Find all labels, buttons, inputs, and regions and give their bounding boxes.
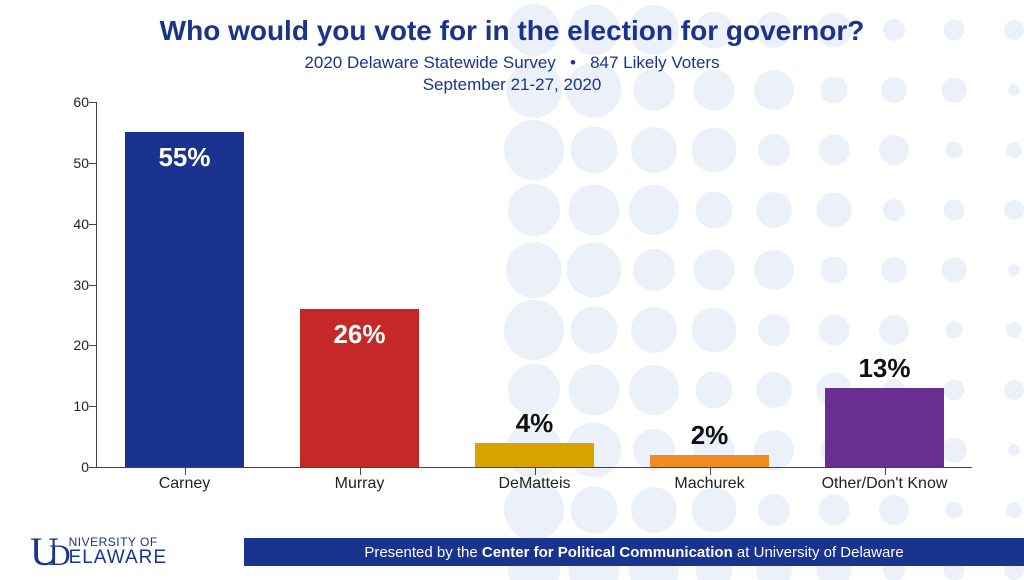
bar-value-label: 2% <box>650 420 769 451</box>
y-tick-label: 0 <box>61 459 89 475</box>
chart-subtitle-line1: 2020 Delaware Statewide Survey • 847 Lik… <box>0 53 1024 73</box>
bar-value-label: 13% <box>825 353 944 384</box>
y-tick-label: 40 <box>61 216 89 232</box>
footer-prefix: Presented by the <box>364 544 482 561</box>
bar: 55% <box>125 132 244 467</box>
plot-area: 010203040506055%Carney26%Murray4%DeMatte… <box>96 102 972 468</box>
bar-value-label: 4% <box>475 408 594 439</box>
x-tick <box>185 467 187 475</box>
x-tick <box>535 467 537 475</box>
y-tick <box>89 224 97 225</box>
y-tick <box>89 102 97 103</box>
footer-suffix: at University of Delaware <box>733 544 904 561</box>
bar: 26% <box>300 309 419 467</box>
subtitle-survey: 2020 Delaware Statewide Survey <box>304 53 555 72</box>
y-tick <box>89 285 97 286</box>
footer-bar: Presented by the Center for Political Co… <box>244 538 1024 566</box>
y-tick-label: 20 <box>61 337 89 353</box>
logo-line2: ELAWARE <box>69 548 168 567</box>
bar: 13% <box>825 388 944 467</box>
logo-text: NIVERSITY OF ELAWARE <box>69 536 168 567</box>
university-logo: UD NIVERSITY OF ELAWARE <box>30 532 167 572</box>
y-tick-label: 60 <box>61 94 89 110</box>
logo-mark: UD <box>30 532 71 572</box>
y-tick-label: 10 <box>61 398 89 414</box>
x-category-label: Other/Don't Know <box>797 475 972 493</box>
bar-value-label: 26% <box>300 319 419 350</box>
y-tick <box>89 345 97 346</box>
x-tick <box>885 467 887 475</box>
y-tick <box>89 406 97 407</box>
title-block: Who would you vote for in the election f… <box>0 0 1024 96</box>
y-tick <box>89 467 97 468</box>
y-tick <box>89 163 97 164</box>
x-tick <box>710 467 712 475</box>
y-tick-label: 30 <box>61 277 89 293</box>
x-tick <box>360 467 362 475</box>
bar-value-label: 55% <box>125 142 244 173</box>
x-category-label: Machurek <box>622 475 797 493</box>
x-category-label: DeMatteis <box>447 475 622 493</box>
footer-text: Presented by the Center for Political Co… <box>364 544 903 561</box>
chart-title: Who would you vote for in the election f… <box>0 16 1024 47</box>
x-category-label: Murray <box>272 475 447 493</box>
bar: 2% <box>650 455 769 467</box>
bar-chart: 010203040506055%Carney26%Murray4%DeMatte… <box>56 102 972 498</box>
footer-bold: Center for Political Communication <box>482 544 733 561</box>
subtitle-voters: 847 Likely Voters <box>590 53 719 72</box>
subtitle-separator: • <box>570 53 576 72</box>
y-tick-label: 50 <box>61 155 89 171</box>
x-category-label: Carney <box>97 475 272 493</box>
chart-subtitle-line2: September 21-27, 2020 <box>0 75 1024 95</box>
bar: 4% <box>475 443 594 467</box>
